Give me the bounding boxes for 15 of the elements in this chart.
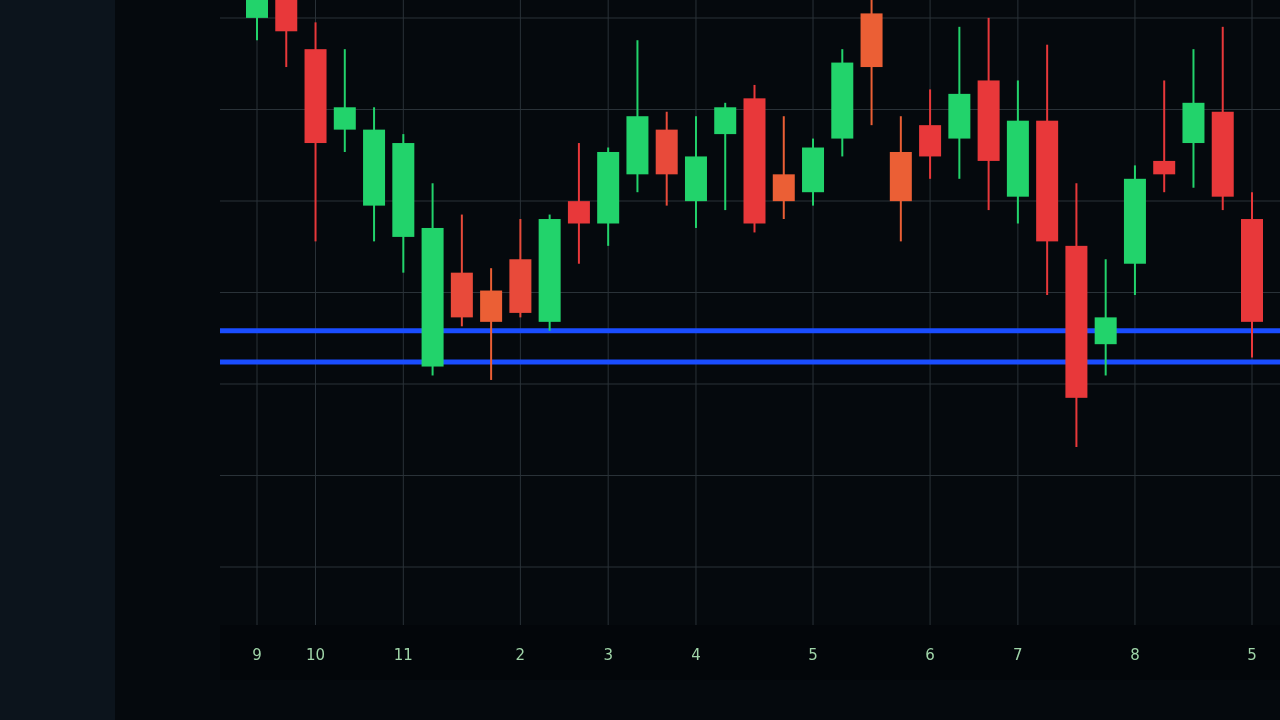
x-tick-label: 2 <box>515 646 526 664</box>
candlestick <box>333 48 356 153</box>
x-tick-label: 7 <box>1013 646 1023 664</box>
x-tick-label: 4 <box>691 646 701 664</box>
candlestick <box>1153 79 1176 194</box>
x-tick-label: 11 <box>393 646 413 664</box>
x-tick-label: 8 <box>1130 646 1140 664</box>
x-tick-label: 5 <box>1247 646 1257 664</box>
candlestick <box>567 142 590 265</box>
candlestick <box>246 0 268 42</box>
x-tick-label: 10 <box>305 646 326 664</box>
x-tick-label: 6 <box>925 646 935 664</box>
x-tick-label: 5 <box>808 646 818 664</box>
x-tick-label: 3 <box>603 646 613 664</box>
x-tick-label: 9 <box>252 646 262 664</box>
